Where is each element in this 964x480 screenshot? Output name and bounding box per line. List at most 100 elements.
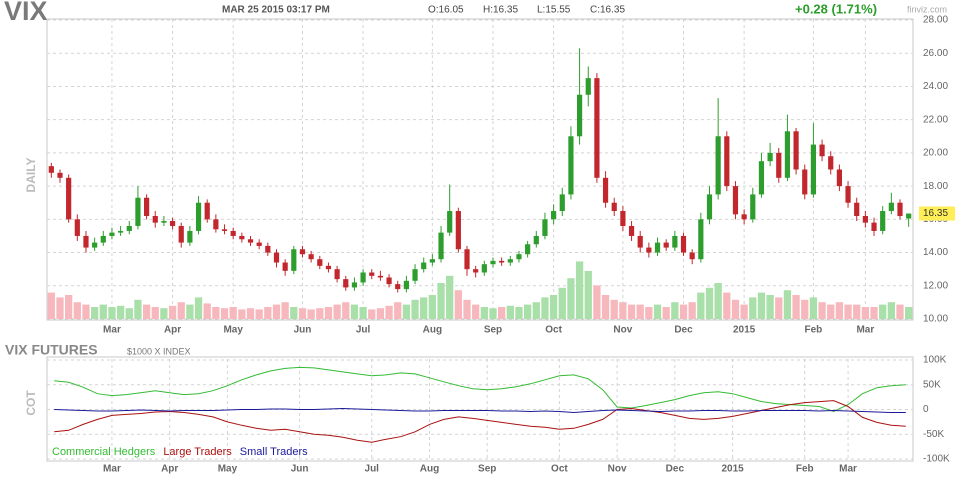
volume-bar <box>47 292 55 319</box>
x-tick-label: Jul <box>365 464 380 475</box>
legend-entry: Large Traders <box>163 446 232 458</box>
x-tick-label: Jun <box>294 325 312 336</box>
y-tick-label: -100K <box>923 454 950 465</box>
y-tick-label: 0 <box>923 404 929 415</box>
y-tick-label: 22.00 <box>923 114 948 125</box>
candle-body <box>836 169 842 187</box>
candle-body <box>161 220 167 223</box>
volume-bar <box>809 297 818 319</box>
candle-body <box>706 194 713 220</box>
volume-bar <box>575 261 584 319</box>
candle-body <box>542 219 548 236</box>
source: finviz.com <box>907 4 947 14</box>
volume-bar <box>645 307 653 319</box>
low-text: L:15.55 <box>537 5 571 16</box>
candle-body <box>628 225 635 236</box>
candle-body <box>126 225 132 231</box>
candle-body <box>715 136 721 195</box>
candle-body <box>66 177 72 220</box>
volume-bar <box>636 304 644 319</box>
y-tick-label: 24.00 <box>923 81 948 92</box>
volume-bar <box>411 299 419 319</box>
legend-entry: Commercial Hedgers <box>52 446 156 458</box>
cot-line <box>54 400 906 443</box>
candle-body <box>732 186 739 215</box>
volume-bar <box>593 285 601 319</box>
candle-body <box>698 219 704 260</box>
volume-bar <box>238 309 246 319</box>
candle-body <box>568 136 574 195</box>
volume-bar <box>749 297 757 319</box>
volume-bar <box>783 290 792 319</box>
x-tick-label: Mar <box>856 325 874 336</box>
volume-bar <box>801 299 809 319</box>
volume-bar <box>731 299 740 319</box>
volume-bar <box>757 292 766 319</box>
volume-bar <box>584 271 592 319</box>
volume-bar <box>567 278 575 319</box>
volume-bar <box>454 290 462 319</box>
candle-body <box>854 202 860 217</box>
volume-bar <box>402 304 411 319</box>
volume-bar <box>532 302 540 319</box>
volume-bar <box>56 297 64 319</box>
volume-bar <box>142 304 151 319</box>
candle-body <box>559 194 565 212</box>
volume-bar <box>835 302 844 319</box>
candle-body <box>247 239 254 243</box>
volume-bar <box>870 307 878 319</box>
volume-bar <box>671 302 679 319</box>
candle-body <box>784 131 791 178</box>
close-text: C:16.35 <box>590 5 625 16</box>
candle-body <box>507 259 513 263</box>
candle-body <box>880 211 886 231</box>
candle-body <box>135 197 141 226</box>
volume-bar <box>506 305 514 319</box>
volume-bar <box>116 305 125 319</box>
volume-bar <box>385 305 393 319</box>
candle-body <box>369 272 375 276</box>
volume-bar <box>827 304 835 319</box>
candle-body <box>888 202 894 212</box>
volume-bar <box>333 304 341 319</box>
y-tick-label: 10.00 <box>923 314 948 325</box>
y-tick-label: 100K <box>923 355 947 366</box>
volume-bar <box>229 307 237 319</box>
volume-bar <box>220 308 229 319</box>
candle-body <box>256 242 262 246</box>
open-text: O:16.05 <box>428 5 464 16</box>
candle-body <box>741 214 747 220</box>
candle-body <box>689 252 695 260</box>
y-tick-label: 14.00 <box>923 247 948 258</box>
candle-body <box>819 144 825 157</box>
volume-bar <box>498 307 506 319</box>
price-tag-label: 16.35 <box>923 208 948 219</box>
timestamp: MAR 25 2015 03:17 PM <box>222 5 330 16</box>
volume-bar <box>212 307 220 319</box>
x-tick-label: Nov <box>608 464 627 475</box>
volume-bar <box>203 303 211 319</box>
candle-body <box>395 284 401 290</box>
candle-body <box>576 94 583 137</box>
candle-body <box>776 152 782 178</box>
candle-body <box>386 277 392 285</box>
volume-bar <box>368 309 376 319</box>
candle-body <box>143 197 150 217</box>
volume-bar <box>853 304 861 319</box>
candle-body <box>672 235 678 248</box>
volume-bar <box>662 307 670 319</box>
candle-body <box>57 172 63 178</box>
candle-body <box>594 78 600 178</box>
candle-body <box>83 235 89 248</box>
candle-body <box>195 202 202 231</box>
volume-bar <box>766 295 774 319</box>
x-tick-label: Jun <box>291 464 309 475</box>
volume-bar <box>177 302 185 319</box>
x-tick-label: Dec <box>674 325 693 336</box>
candle-body <box>92 242 98 248</box>
candle-body <box>758 161 765 195</box>
volume-bar <box>723 292 731 319</box>
volume-bar <box>558 287 566 319</box>
candle-body <box>213 219 219 230</box>
volume-bar <box>281 302 289 319</box>
